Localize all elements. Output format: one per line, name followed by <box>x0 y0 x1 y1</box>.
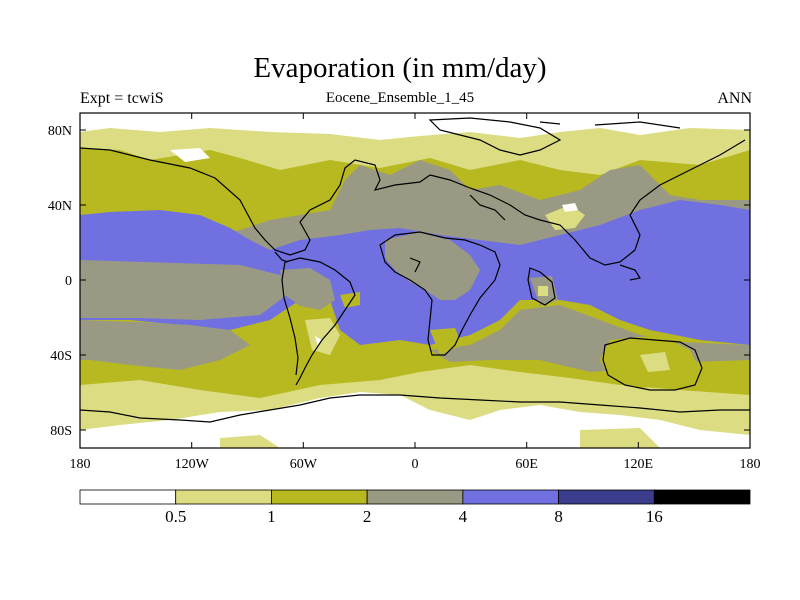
map-subtitle: Eocene_Ensemble_1_45 <box>325 90 475 106</box>
lon-tick-labels: 180 120W 60W 0 60E 120E 180 <box>70 457 761 472</box>
colorbar-swatch <box>653 489 751 505</box>
colorbar-swatch <box>175 489 272 505</box>
colorbar <box>79 489 751 505</box>
lon-tick-60e: 60E <box>515 457 538 472</box>
colorbar-label: 0.5 <box>165 507 186 526</box>
lon-tick-120e: 120E <box>624 457 654 472</box>
lon-tick-180w: 180 <box>70 457 91 472</box>
colorbar-label: 8 <box>554 507 563 526</box>
lat-tick-40n: 40N <box>48 199 72 214</box>
contour-field <box>80 113 750 448</box>
coastlines <box>80 117 750 423</box>
colorbar-swatch <box>462 489 559 505</box>
lon-tick-180e: 180 <box>740 457 761 472</box>
map-title: Evaporation (in mm/day) <box>253 52 547 84</box>
colorbar-label: 1 <box>267 507 276 526</box>
lon-tick-120w: 120W <box>175 457 210 472</box>
lat-tick-labels: 80N 40N 0 40S 80S <box>48 124 72 439</box>
colorbar-label: 4 <box>459 507 468 526</box>
colorbar-labels: 0.5 1 2 4 8 16 <box>165 507 663 526</box>
lon-tick-0: 0 <box>412 457 419 472</box>
lon-tick-marks <box>79 113 751 448</box>
lat-tick-80n: 80N <box>48 124 72 139</box>
lat-tick-80s: 80S <box>50 424 72 439</box>
colorbar-swatch <box>558 489 655 505</box>
lat-tick-marks <box>80 129 750 431</box>
lat-tick-40s: 40S <box>50 349 72 364</box>
colorbar-label: 2 <box>363 507 372 526</box>
experiment-label: Expt = tcwiS <box>80 90 164 107</box>
lon-tick-60w: 60W <box>290 457 318 472</box>
colorbar-label: 16 <box>646 507 663 526</box>
lat-tick-0: 0 <box>65 274 72 289</box>
season-label: ANN <box>717 90 752 107</box>
colorbar-swatch <box>366 489 464 505</box>
colorbar-swatch <box>79 489 177 505</box>
colorbar-swatch <box>271 489 368 505</box>
